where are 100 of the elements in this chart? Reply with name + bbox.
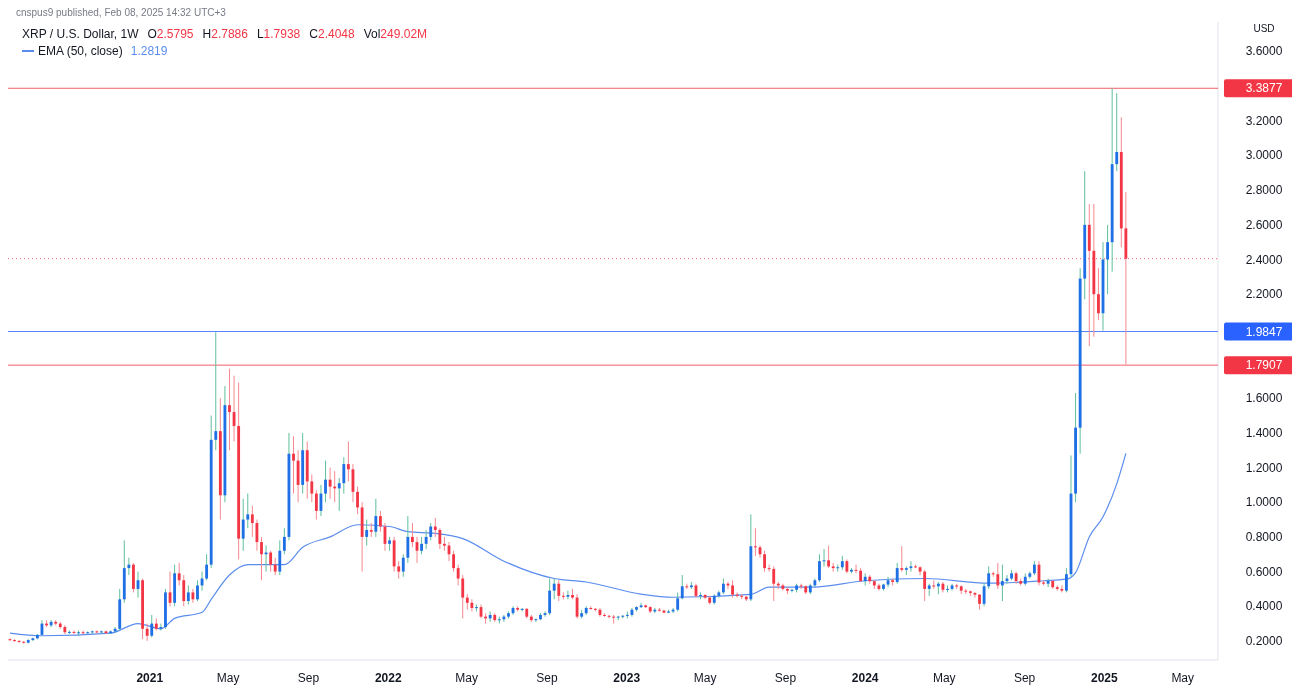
candlestick (470, 598, 474, 612)
candlestick (895, 562, 899, 585)
y-tick-label: 0.6000 (1245, 564, 1283, 579)
candlestick (374, 498, 378, 538)
candlestick (557, 579, 561, 602)
candlestick (314, 489, 318, 521)
candlestick (196, 579, 199, 602)
x-tick-label: May (455, 671, 478, 685)
candlestick (342, 456, 346, 495)
candlestick (365, 519, 369, 547)
ref-line-label: 1.9847 (1245, 324, 1283, 339)
candlestick (438, 527, 442, 550)
candlestick (182, 574, 186, 607)
candlestick (548, 578, 552, 616)
candlestick (411, 522, 414, 548)
candlestick (177, 562, 181, 586)
candlestick (324, 460, 327, 503)
y-tick-label: 0.8000 (1245, 529, 1283, 544)
y-tick-label: 3.2000 (1245, 113, 1283, 128)
x-tick-label: Sep (774, 671, 797, 685)
y-tick-label: 1.6000 (1245, 391, 1283, 406)
candlestick (982, 583, 986, 607)
candlestick (1115, 92, 1119, 172)
x-tick-label: Sep (1013, 671, 1036, 685)
y-tick-label: 1.4000 (1245, 425, 1283, 440)
candlestick (433, 517, 437, 538)
candlestick (159, 623, 163, 632)
x-tick-label: Sep (536, 671, 559, 685)
x-tick-label: May (693, 671, 717, 685)
y-tick-label: 1.0000 (1245, 495, 1283, 510)
annotation: C2.4048 (309, 27, 355, 41)
candlestick (49, 619, 53, 628)
y-tick-label: 3.0000 (1245, 148, 1283, 163)
candlestick (292, 435, 295, 495)
candlestick (246, 493, 250, 529)
y-tick-label: 2.2000 (1245, 287, 1283, 302)
annotation: Vol249.02M (363, 27, 428, 41)
annotation: L1.7938 (256, 27, 301, 41)
candlestick (923, 569, 927, 602)
x-tick-label: May (932, 671, 956, 685)
candlestick (378, 510, 382, 533)
candlestick (900, 545, 904, 573)
candlestick (763, 550, 766, 573)
candlestick (356, 486, 359, 515)
annotation: H2.7886 (202, 27, 249, 41)
candlestick (1000, 564, 1004, 602)
y-tick-label: 1.2000 (1245, 460, 1283, 475)
x-tick-label: Sep (297, 671, 320, 685)
y-axis-title: USD (1253, 23, 1275, 34)
candlestick (269, 550, 273, 573)
candlestick (818, 553, 821, 583)
annotation: 1.2819 (130, 44, 168, 58)
candlestick (639, 602, 643, 609)
y-tick-label: 0.2000 (1245, 633, 1283, 648)
line-series (9, 452, 1127, 637)
annotation: O2.5795 (147, 27, 194, 41)
candlestick (228, 368, 231, 451)
candlestick (456, 564, 460, 586)
candlestick (406, 515, 410, 564)
x-tick-label: 2022 (374, 671, 402, 685)
x-tick-label: 2025 (1090, 671, 1118, 685)
candlestick (1106, 224, 1110, 295)
candlestick (186, 584, 190, 606)
ref-line-label: 1.7907 (1245, 358, 1283, 373)
candlestick (282, 527, 286, 555)
candlestick (754, 527, 757, 557)
x-tick-label: May (1171, 671, 1195, 685)
candlestick (534, 617, 538, 623)
candlestick (310, 473, 314, 503)
chart-subtitle: cnspus9 published, Feb 08, 2025 14:32 UTC+3 (16, 7, 227, 18)
candlestick (676, 591, 680, 612)
legend-label: EMA (50, close) (38, 44, 123, 58)
candlestick (452, 550, 455, 573)
x-tick-label: 2021 (136, 671, 164, 685)
candlestick (735, 591, 739, 599)
text: XRP / U.S. Dollar, 1W (22, 27, 139, 41)
y-tick-label: 3.6000 (1245, 44, 1283, 59)
x-tick-label: May (216, 671, 240, 685)
candlestick (1097, 267, 1100, 321)
candlestick (337, 477, 341, 512)
x-tick-label: 2023 (613, 671, 641, 685)
candlestick (1046, 578, 1050, 588)
candlestick (680, 574, 684, 600)
candlestick (346, 441, 350, 482)
candlestick (461, 574, 465, 619)
candlestick (150, 614, 154, 638)
y-tick-label: 2.6000 (1245, 217, 1283, 232)
candlestick (214, 331, 218, 451)
candlestick (827, 545, 831, 569)
candlestick (328, 467, 332, 500)
ref-line-label: 3.3877 (1245, 81, 1283, 96)
candlestick (424, 529, 428, 550)
y-tick-label: 2.8000 (1245, 183, 1283, 198)
candlestick (772, 565, 776, 602)
candlestick (205, 553, 209, 581)
y-tick-label: 0.4000 (1245, 599, 1283, 614)
candlestick (127, 557, 131, 576)
candlestick (250, 505, 254, 538)
candlestick (278, 539, 282, 576)
candlestick (401, 553, 405, 578)
